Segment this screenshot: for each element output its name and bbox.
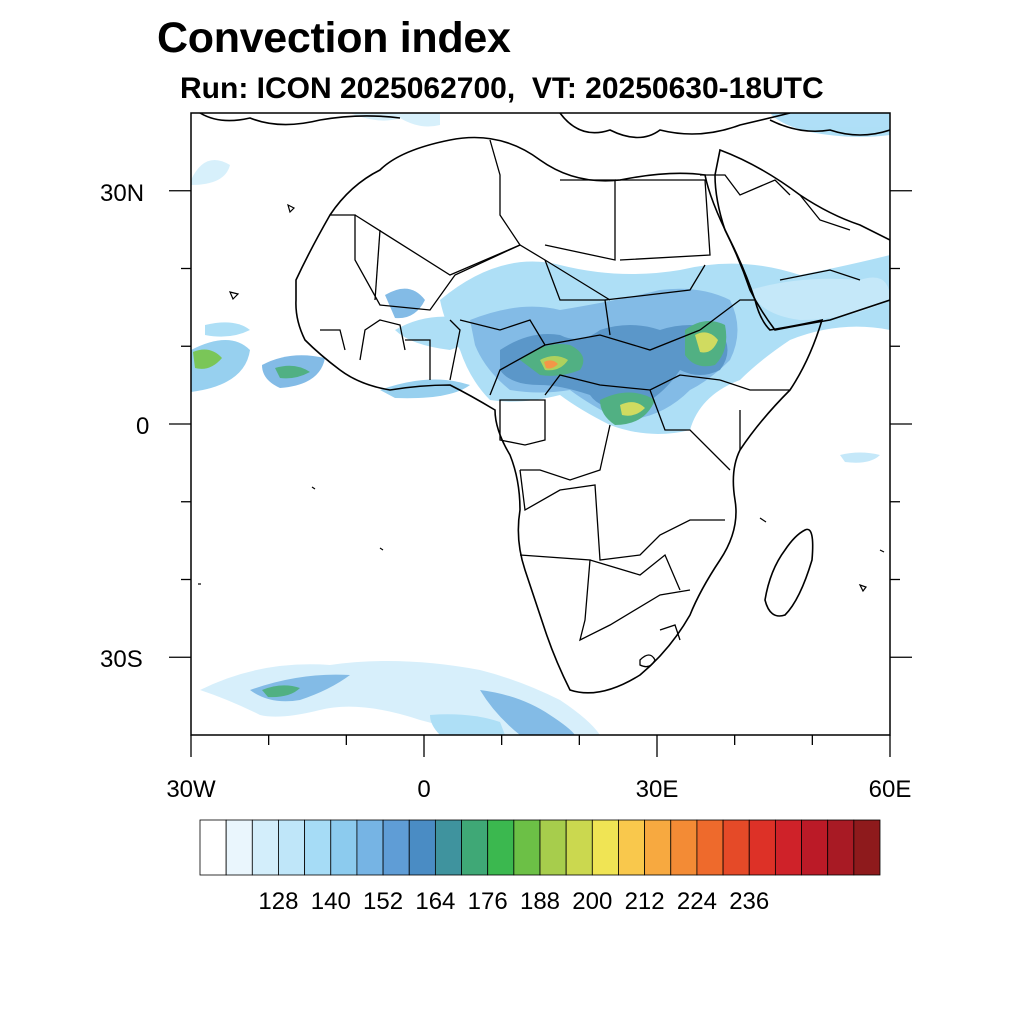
colorbar-swatch <box>591 819 619 876</box>
islands <box>198 203 885 593</box>
colorbar-swatch <box>434 819 462 876</box>
lon-label-0: 0 <box>417 776 431 803</box>
coastline-outline <box>199 113 890 694</box>
colorbar-label: 128 <box>258 888 299 915</box>
colorbar-swatch <box>513 819 541 876</box>
colorbar-swatch <box>199 819 227 876</box>
colorbar-swatch <box>827 819 855 876</box>
colorbar-swatch <box>356 819 384 876</box>
colorbar-swatch <box>251 819 279 876</box>
lat-label-equator: 0 <box>136 413 150 440</box>
lon-label-60e: 60E <box>868 776 912 803</box>
colorbar-swatch <box>225 819 253 876</box>
chart-subtitle: Run: ICON 2025062700, VT: 20250630-18UTC <box>180 72 824 105</box>
colorbar-swatch <box>539 819 567 876</box>
colorbar-label: 140 <box>310 888 351 915</box>
colorbar-swatch <box>461 819 489 876</box>
colorbar-swatch <box>487 819 515 876</box>
colorbar-label: 224 <box>676 888 717 915</box>
colorbar-swatch <box>774 819 802 876</box>
colorbar-label: 176 <box>467 888 508 915</box>
colorbar <box>199 819 881 876</box>
colorbar-label: 200 <box>572 888 613 915</box>
lat-label-30s: 30S <box>100 646 143 673</box>
colorbar-swatch <box>670 819 698 876</box>
colorbar-swatch <box>801 819 829 876</box>
colorbar-label: 212 <box>624 888 665 915</box>
lat-label-30n: 30N <box>100 180 145 207</box>
colorbar-label: 152 <box>363 888 404 915</box>
colorbar-swatch <box>696 819 724 876</box>
lon-label-30w: 30W <box>166 776 216 803</box>
colorbar-swatch <box>853 819 881 876</box>
colorbar-label: 188 <box>519 888 561 915</box>
colorbar-swatch <box>644 819 672 876</box>
colorbar-label: 164 <box>415 888 456 915</box>
colorbar-swatch <box>618 819 646 876</box>
map-area <box>191 113 890 735</box>
colorbar-swatch <box>722 819 750 876</box>
lon-label-30e: 30E <box>635 776 679 803</box>
colorbar-swatch <box>565 819 593 876</box>
colorbar-swatch <box>408 819 436 876</box>
colorbar-swatch <box>278 819 306 876</box>
chart-title: Convection index <box>157 14 511 62</box>
colorbar-swatch <box>304 819 332 876</box>
colorbar-label: 236 <box>729 888 770 915</box>
axis-ticks <box>169 190 912 757</box>
colorbar-swatch <box>330 819 358 876</box>
ocean-background <box>191 113 890 735</box>
country-borders <box>320 139 861 668</box>
colorbar-swatch <box>382 819 410 876</box>
colorbar-swatch <box>748 819 776 876</box>
